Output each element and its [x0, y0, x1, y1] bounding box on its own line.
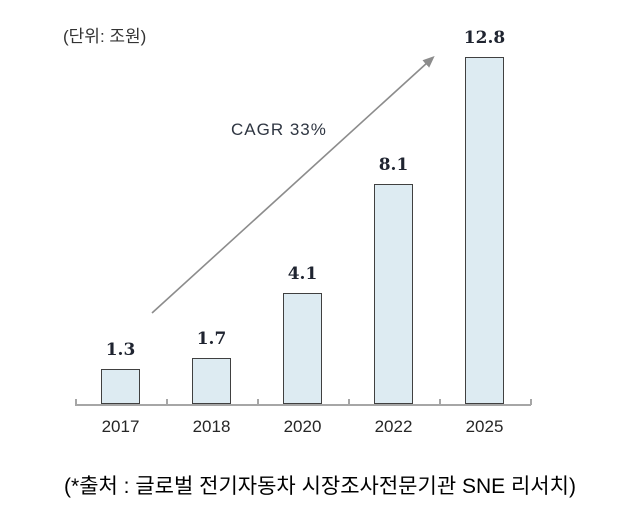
- x-axis-label: 2017: [101, 417, 140, 436]
- x-axis-tick: [75, 399, 77, 405]
- x-axis-line: [75, 404, 531, 406]
- x-axis-tick: [166, 399, 168, 405]
- x-axis-tick: [439, 399, 441, 405]
- bar-value-label: 4.1: [287, 264, 318, 284]
- bar-value-label: 12.8: [463, 28, 506, 48]
- x-axis-tick: [348, 399, 350, 405]
- bar-value-label: 1.7: [196, 329, 227, 349]
- unit-label: (단위: 조원): [63, 27, 147, 46]
- x-axis-label: 2018: [192, 417, 231, 436]
- x-axis-tick: [530, 399, 532, 405]
- bar-2022: [374, 184, 413, 404]
- x-axis-tick: [257, 399, 259, 405]
- source-caption: (*출처 : 글로벌 전기자동차 시장조사전문기관 SNE 리서치): [64, 475, 576, 498]
- x-axis-label: 2025: [465, 417, 504, 436]
- bar-2018: [192, 358, 231, 404]
- bar-value-label: 1.3: [105, 340, 136, 360]
- x-axis-label: 2022: [374, 417, 413, 436]
- bar-2017: [101, 369, 140, 404]
- x-axis-label: 2020: [283, 417, 322, 436]
- bar-2025: [465, 57, 504, 404]
- cagr-annotation: CAGR 33%: [231, 120, 327, 139]
- bar-value-label: 8.1: [378, 155, 409, 175]
- bar-2020: [283, 293, 322, 404]
